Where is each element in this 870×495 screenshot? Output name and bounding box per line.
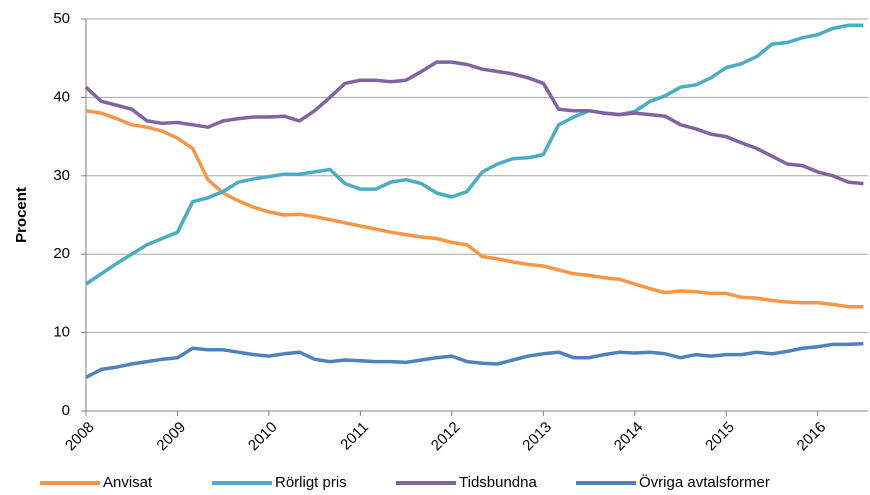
y-axis-label: Procent: [13, 187, 30, 243]
y-tick-label: 10: [53, 324, 70, 341]
x-tick-label: 2016: [794, 419, 830, 455]
legend-label: Tidsbundna: [459, 474, 537, 491]
y-tick-label: 30: [53, 167, 70, 184]
legend-label: Anvisat: [103, 474, 153, 491]
legend-label: Övriga avtalsformer: [639, 473, 770, 491]
y-tick-label: 0: [62, 402, 70, 419]
x-tick-label: 2013: [519, 419, 555, 455]
x-tick-label: 2012: [428, 419, 464, 455]
series-line: [85, 23, 864, 286]
x-tick-label: 2010: [245, 419, 281, 455]
y-tick-label: 20: [53, 245, 70, 262]
legend-label: Rörligt pris: [275, 474, 347, 491]
x-tick-label: 2011: [337, 419, 372, 454]
y-tick-label: 40: [53, 88, 70, 105]
series-line: [84, 60, 864, 186]
x-tick-label: 2014: [611, 419, 647, 455]
x-tick-label: 2015: [702, 419, 738, 455]
series-line: [85, 341, 864, 379]
series-line: [85, 108, 864, 309]
x-tick-label: 2009: [153, 419, 189, 455]
y-tick-label: 50: [53, 10, 70, 27]
x-tick-label: 2008: [62, 419, 98, 455]
